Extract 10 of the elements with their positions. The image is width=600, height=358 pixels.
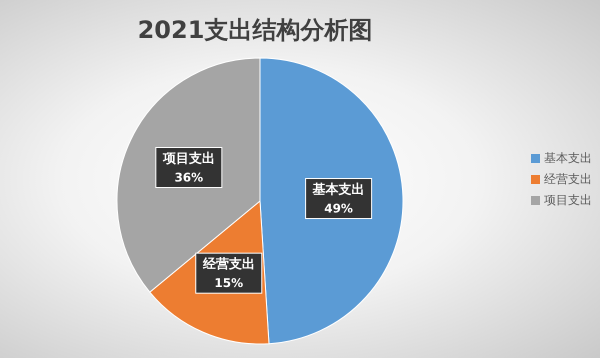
legend-label: 经营支出 xyxy=(544,170,592,188)
slice-label: 基本支出 xyxy=(312,182,365,198)
data-label: 15% xyxy=(214,276,244,290)
category-label: 基本支出 xyxy=(544,150,592,164)
slice-label: 项目支出 xyxy=(162,152,215,167)
legend-label: 项目支出 xyxy=(544,192,592,208)
chart-title: 2021支出结构分析图 xyxy=(136,15,374,46)
slice-label: 经营支出 xyxy=(202,256,255,272)
data-label: 49% xyxy=(324,202,353,216)
data-label: 36% xyxy=(174,170,204,185)
